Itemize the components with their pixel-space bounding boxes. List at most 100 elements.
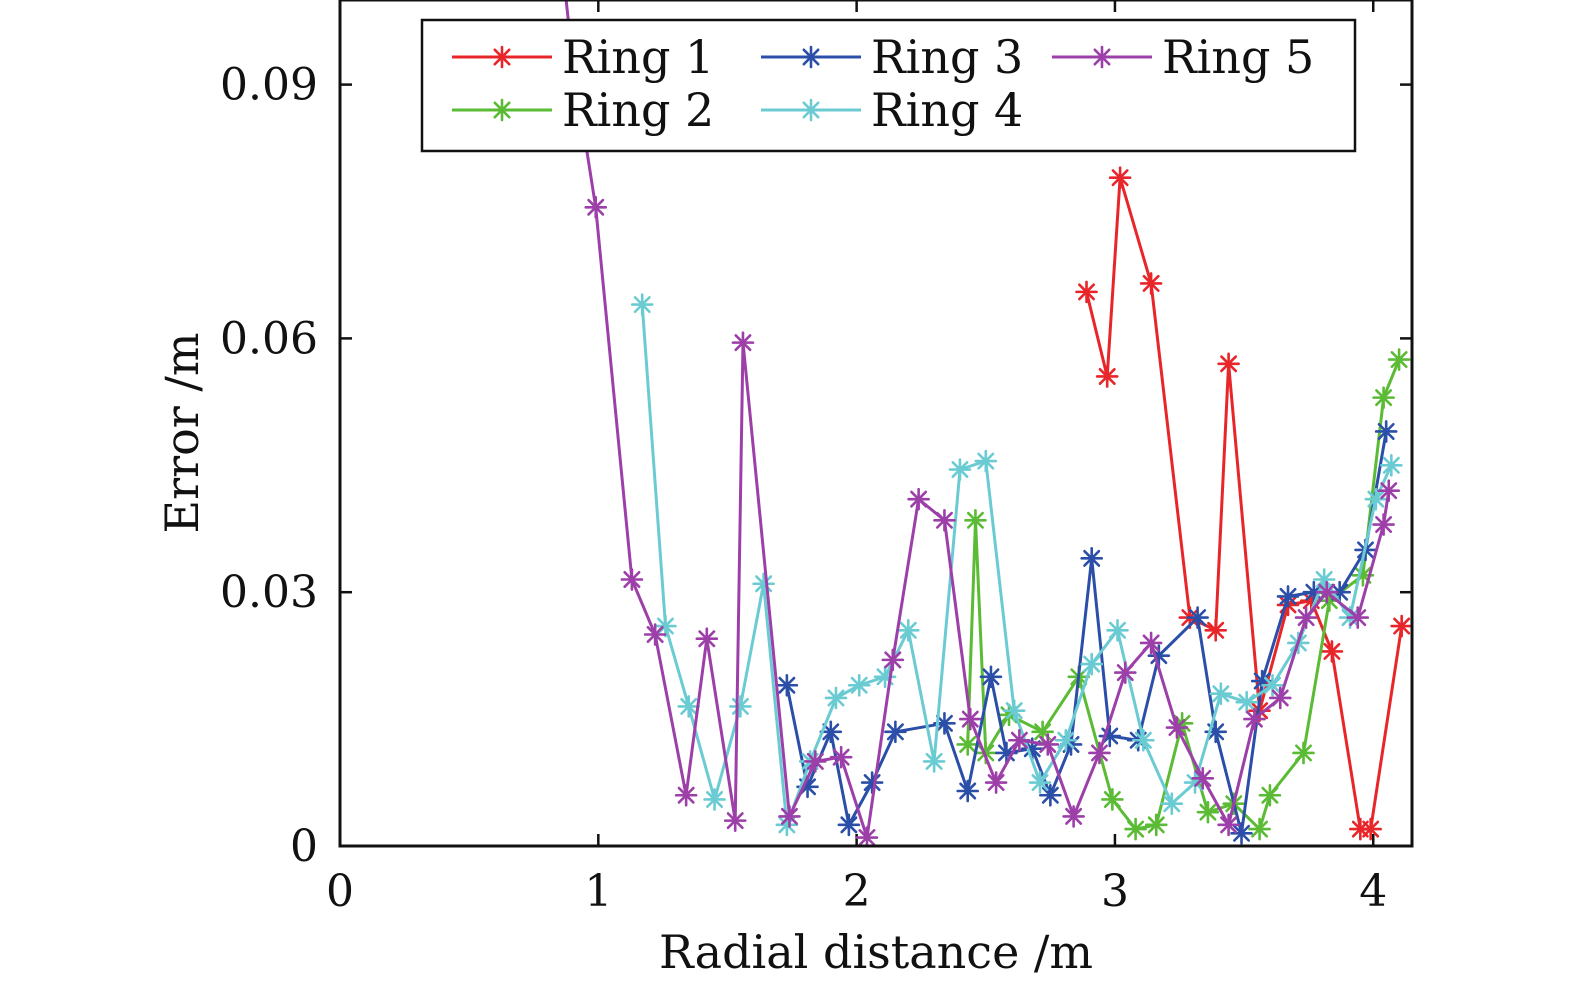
ring-5-point <box>1113 661 1137 684</box>
ring-4-point <box>654 614 677 638</box>
ring-4-point <box>1380 453 1403 477</box>
ring-1-point <box>1390 614 1412 638</box>
ring-5-point <box>1036 733 1060 756</box>
legend-label: Ring 3 <box>871 30 1023 84</box>
legend-box <box>420 18 1357 153</box>
ring-5-point <box>933 508 956 532</box>
y-tick-label: 0.09 <box>220 60 318 111</box>
legend-marker <box>490 98 514 122</box>
ring-5-point <box>881 648 905 672</box>
ring-4-point <box>1002 699 1026 722</box>
ring-1-point <box>1108 166 1132 189</box>
ring-5-point <box>855 826 879 846</box>
ring-5-point <box>1217 813 1240 837</box>
ring-2-point <box>1248 817 1271 841</box>
ring-4-point <box>1054 728 1078 752</box>
ring-3-point <box>1374 420 1398 443</box>
ring-3-point <box>775 673 799 697</box>
ring-5-point <box>1088 741 1111 765</box>
ring-5-point <box>723 809 747 832</box>
ring-5-point <box>1294 606 1318 629</box>
legend-entry-ring-1: Ring 1 <box>452 30 714 84</box>
ring-4-point <box>974 449 998 473</box>
ring-5-point <box>829 745 853 769</box>
ring-2-point <box>1101 788 1124 811</box>
ring-4-point <box>1132 728 1155 752</box>
legend-label: Ring 5 <box>1162 30 1314 84</box>
ring-2-point <box>964 508 987 532</box>
legend-entry-ring-5: Ring 5 <box>1052 30 1314 84</box>
legend-label: Ring 2 <box>562 83 714 137</box>
ring-4-point <box>1364 487 1388 511</box>
ring-5-point <box>731 331 755 354</box>
ring-5-point <box>1008 728 1031 752</box>
ring-3-point <box>1230 822 1253 845</box>
x-axis-title: Radial distance /m <box>659 925 1093 979</box>
ring-3-point <box>956 779 980 803</box>
ring-5-point <box>1377 479 1401 502</box>
ring-3-point <box>1186 606 1209 629</box>
ring-3-point <box>1039 783 1062 807</box>
ring-5-point <box>620 568 644 591</box>
ring-2-point <box>1196 800 1220 824</box>
ring-2-point <box>956 733 980 756</box>
ring-5-point <box>1268 686 1292 710</box>
ring-5-point <box>695 627 719 651</box>
legend-marker <box>799 45 823 69</box>
ring-3-point <box>1250 669 1274 693</box>
x-tick-labels: 0 1 2 3 4 <box>326 866 1387 917</box>
ring-2-point <box>1387 348 1411 371</box>
ring-2-point <box>1144 813 1168 837</box>
ring-1-point <box>1359 817 1382 841</box>
ring-4-point <box>677 695 701 718</box>
ring-3-point <box>884 720 907 744</box>
ring-4-point <box>1028 771 1052 794</box>
ring-4-point <box>703 788 726 811</box>
ring-4-point <box>630 293 654 316</box>
ring-5-point <box>584 195 608 219</box>
ring-5-line <box>564 0 1391 839</box>
ring-4-point <box>922 750 946 773</box>
ring-5-point <box>1346 606 1370 629</box>
ring-1-point <box>1095 365 1119 388</box>
legend-marker <box>490 45 514 69</box>
ring-1-point <box>1139 272 1163 295</box>
legend-label: Ring 1 <box>562 30 714 84</box>
ring-4-point <box>729 695 752 718</box>
y-tick-labels: 0 0.03 0.06 0.09 <box>220 60 318 872</box>
ring-3-point <box>819 720 843 744</box>
ring-2-point <box>1124 817 1147 841</box>
ring-5-point <box>674 783 698 807</box>
plot-frame <box>338 0 1414 848</box>
legend-entry-ring-4: Ring 4 <box>761 83 1023 137</box>
ring-2-point <box>1372 386 1395 409</box>
ring-5-point <box>643 623 667 646</box>
ring-5-point <box>778 805 801 828</box>
ring-5-point <box>1243 707 1266 731</box>
x-tick-label: 2 <box>843 866 871 917</box>
ring-4-point <box>1080 652 1103 676</box>
ring-4-point <box>1106 618 1129 642</box>
series-layer <box>561 0 1412 846</box>
ring-3-point <box>1080 547 1103 570</box>
legend-entry-ring-2: Ring 2 <box>452 83 714 137</box>
legend-marker <box>1090 45 1114 69</box>
ring-4-point <box>1209 682 1233 706</box>
x-tick-label: 3 <box>1101 866 1129 917</box>
ring-5-point <box>1139 631 1163 655</box>
y-tick-label: 0.03 <box>220 567 318 618</box>
ring-4-point <box>1235 690 1258 714</box>
ring-5-point <box>803 750 827 773</box>
ring-3-point <box>979 665 1003 689</box>
y-tick-label: 0 <box>290 821 318 872</box>
ring-4-point <box>752 572 775 596</box>
ring-2-point <box>1258 783 1282 807</box>
x-tick-label: 0 <box>326 866 354 917</box>
ring-5-point <box>1315 580 1339 604</box>
legend-entry-ring-3: Ring 3 <box>761 30 1023 84</box>
ring-1-point <box>1075 280 1098 304</box>
ring-5-point <box>1062 805 1085 828</box>
x-tick-label: 1 <box>584 866 612 917</box>
